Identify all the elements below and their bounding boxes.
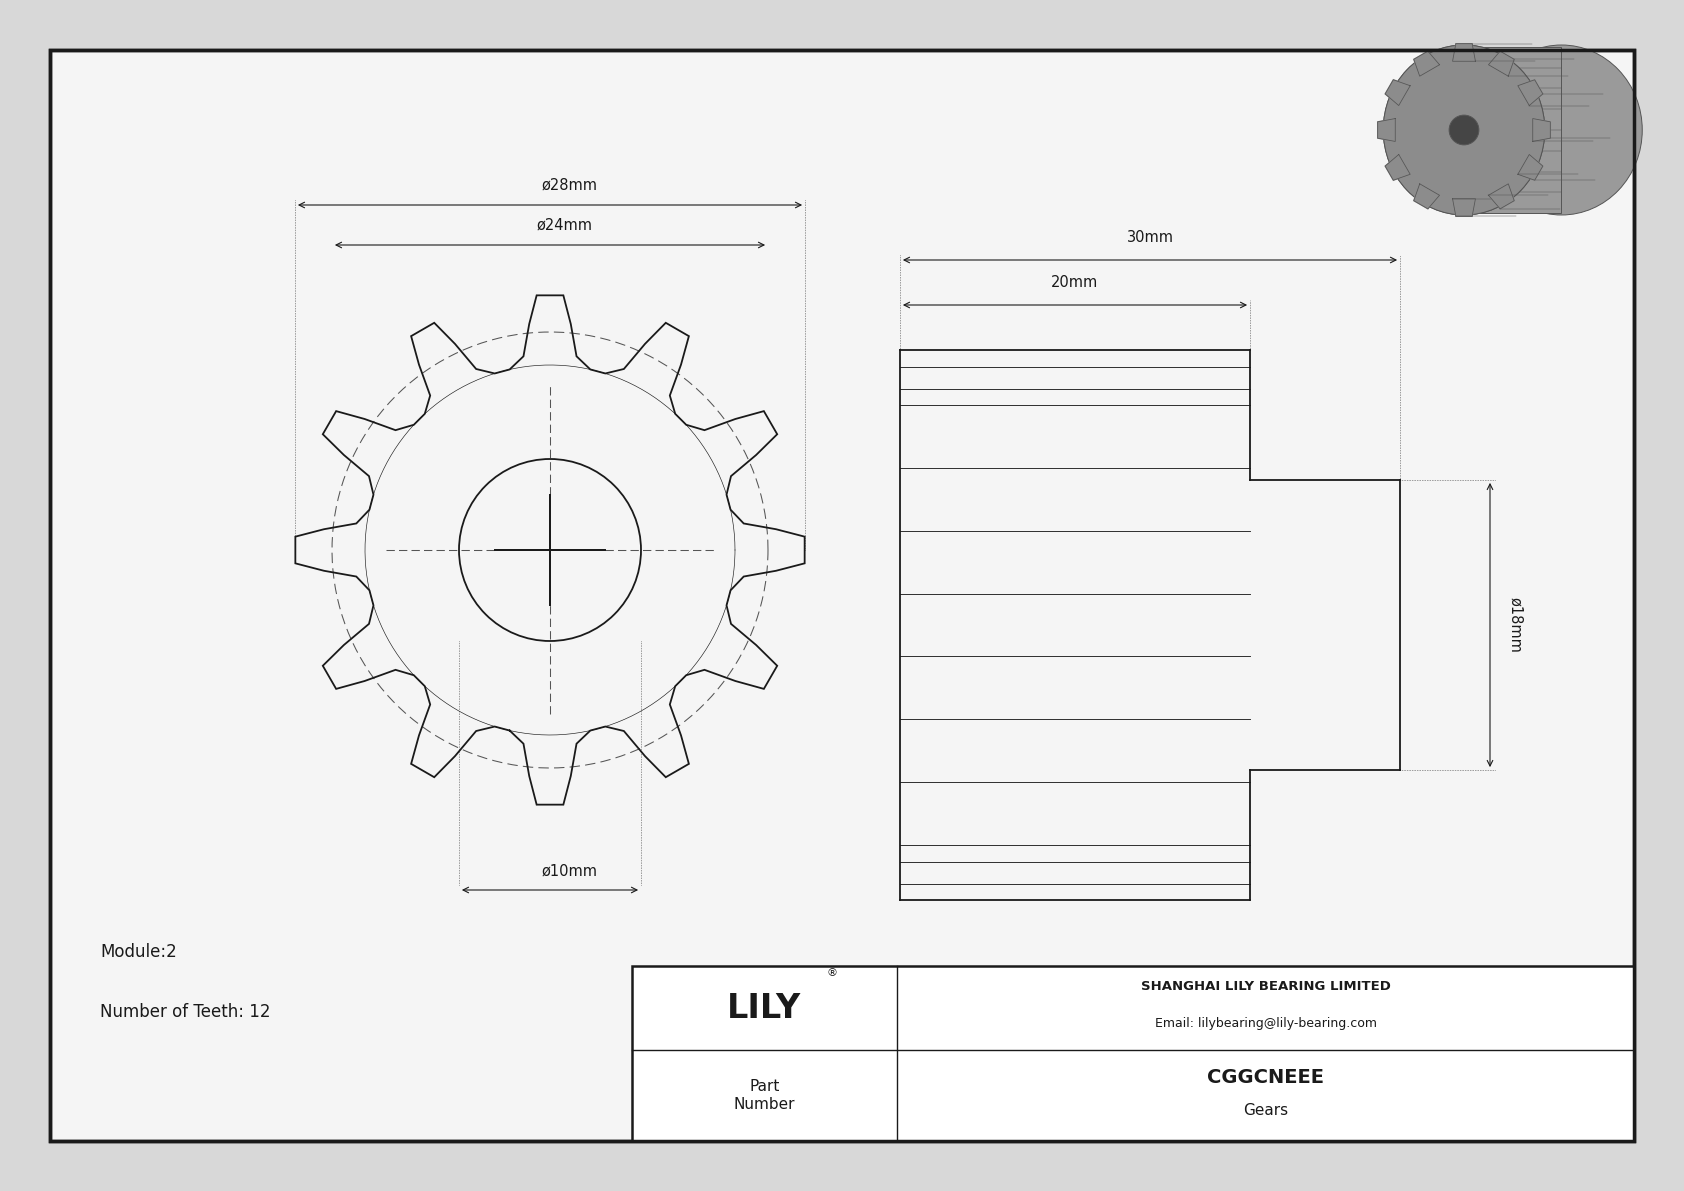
Bar	[632, 966, 1633, 1141]
Polygon shape	[1386, 80, 1410, 106]
Text: ø18mm: ø18mm	[1507, 597, 1522, 653]
Text: SHANGHAI LILY BEARING LIMITED: SHANGHAI LILY BEARING LIMITED	[1140, 979, 1391, 992]
Polygon shape	[1532, 119, 1551, 142]
Text: ø28mm: ø28mm	[542, 177, 598, 193]
Text: Gears: Gears	[1243, 1103, 1288, 1118]
Polygon shape	[1453, 199, 1475, 217]
Text: ø24mm: ø24mm	[537, 218, 593, 233]
Text: 20mm: 20mm	[1051, 275, 1098, 289]
Polygon shape	[1453, 44, 1475, 61]
Text: Module:2: Module:2	[99, 943, 177, 961]
Polygon shape	[1386, 155, 1410, 180]
Text: Email: lilybearing@lily-bearing.com: Email: lilybearing@lily-bearing.com	[1155, 1016, 1376, 1029]
Ellipse shape	[1450, 116, 1479, 145]
Ellipse shape	[1383, 45, 1544, 216]
Ellipse shape	[1480, 45, 1642, 216]
Polygon shape	[1489, 183, 1514, 208]
Polygon shape	[1415, 51, 1440, 76]
Text: ®: ®	[827, 968, 839, 978]
Polygon shape	[1517, 155, 1543, 180]
FancyBboxPatch shape	[1463, 46, 1561, 213]
Text: LILY: LILY	[727, 991, 802, 1024]
Text: CGGCNEEE: CGGCNEEE	[1207, 1068, 1324, 1087]
Polygon shape	[1489, 51, 1514, 76]
Polygon shape	[1378, 119, 1396, 142]
Text: Part
Number: Part Number	[734, 1079, 795, 1111]
Text: ø10mm: ø10mm	[542, 863, 598, 878]
Polygon shape	[1517, 80, 1543, 106]
Text: 30mm: 30mm	[1127, 230, 1174, 245]
Ellipse shape	[1383, 45, 1544, 216]
Polygon shape	[1415, 183, 1440, 208]
Text: Number of Teeth: 12: Number of Teeth: 12	[99, 1003, 271, 1021]
